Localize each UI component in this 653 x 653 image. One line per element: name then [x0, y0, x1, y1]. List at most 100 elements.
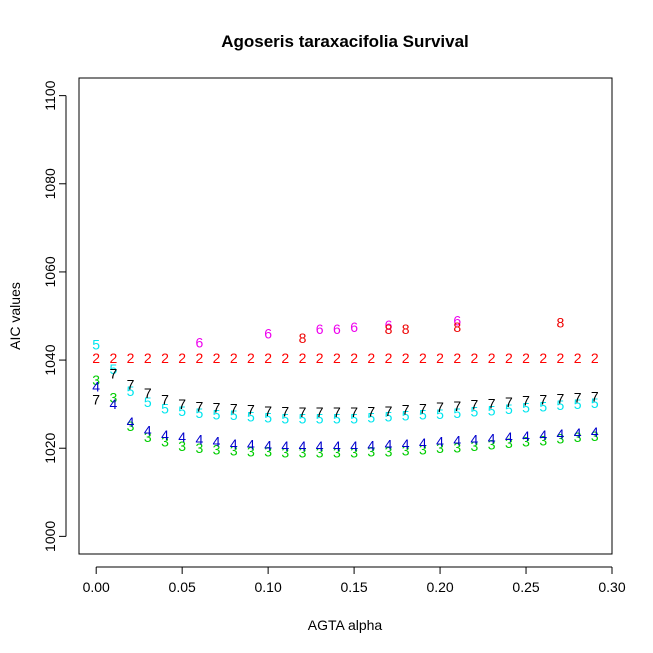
- data-point-4: 4: [350, 438, 358, 454]
- x-tick-label: 0.15: [340, 579, 367, 595]
- data-point-5: 5: [385, 408, 393, 424]
- data-point-2: 2: [350, 350, 358, 366]
- data-point-5: 5: [333, 410, 341, 426]
- data-point-8: 8: [557, 315, 565, 331]
- data-point-7: 7: [178, 396, 186, 412]
- data-point-7: 7: [333, 404, 341, 420]
- data-point-7: 7: [419, 401, 427, 417]
- y-tick-label: 1080: [42, 168, 58, 199]
- data-point-2: 2: [471, 350, 479, 366]
- data-point-5: 5: [109, 361, 117, 377]
- data-point-2: 2: [127, 350, 135, 366]
- data-point-2: 2: [453, 350, 461, 366]
- data-point-4: 4: [230, 436, 238, 452]
- x-tick-label: 0.10: [255, 579, 282, 595]
- data-point-2: 2: [144, 350, 152, 366]
- data-point-3: 3: [557, 431, 565, 447]
- data-point-2: 2: [419, 350, 427, 366]
- data-point-2: 2: [281, 350, 289, 366]
- data-point-3: 3: [92, 372, 100, 388]
- data-point-5: 5: [161, 401, 169, 417]
- data-point-3: 3: [385, 443, 393, 459]
- data-point-4: 4: [178, 429, 186, 445]
- data-point-7: 7: [471, 397, 479, 413]
- data-point-2: 2: [92, 350, 100, 366]
- data-point-3: 3: [161, 434, 169, 450]
- data-point-7: 7: [436, 399, 444, 415]
- data-point-2: 2: [230, 350, 238, 366]
- data-point-7: 7: [557, 390, 565, 406]
- data-point-3: 3: [471, 438, 479, 454]
- data-point-5: 5: [144, 394, 152, 410]
- data-point-7: 7: [299, 404, 307, 420]
- data-point-8: 8: [402, 321, 410, 337]
- data-point-2: 2: [195, 350, 203, 366]
- data-point-4: 4: [299, 438, 307, 454]
- data-point-4: 4: [144, 423, 152, 439]
- data-point-6: 6: [453, 312, 461, 328]
- data-point-3: 3: [574, 429, 582, 445]
- data-point-4: 4: [367, 438, 375, 454]
- data-point-7: 7: [367, 404, 375, 420]
- data-point-2: 2: [505, 350, 513, 366]
- data-point-7: 7: [385, 403, 393, 419]
- data-point-5: 5: [557, 397, 565, 413]
- data-point-2: 2: [213, 350, 221, 366]
- data-point-5: 5: [591, 395, 599, 411]
- data-point-2: 2: [247, 350, 255, 366]
- data-point-3: 3: [195, 440, 203, 456]
- y-tick-label: 1060: [42, 256, 58, 287]
- data-point-3: 3: [316, 445, 324, 461]
- data-point-5: 5: [127, 383, 135, 399]
- data-point-8: 8: [299, 330, 307, 346]
- data-point-3: 3: [247, 443, 255, 459]
- data-point-8: 8: [453, 319, 461, 335]
- x-tick-label: 0.00: [83, 579, 110, 595]
- data-point-2: 2: [367, 350, 375, 366]
- data-point-4: 4: [419, 435, 427, 451]
- data-point-2: 2: [402, 350, 410, 366]
- data-point-3: 3: [178, 438, 186, 454]
- data-point-3: 3: [127, 418, 135, 434]
- data-point-7: 7: [505, 394, 513, 410]
- data-point-7: 7: [195, 398, 203, 414]
- data-point-4: 4: [557, 426, 565, 442]
- data-point-3: 3: [488, 437, 496, 453]
- data-point-7: 7: [213, 400, 221, 416]
- data-point-3: 3: [213, 442, 221, 458]
- data-point-2: 2: [161, 350, 169, 366]
- data-point-3: 3: [539, 432, 547, 448]
- x-axis: 0.00 0.05 0.10 0.15 0.20 0.25 0.30: [83, 566, 626, 595]
- data-point-6: 6: [195, 334, 203, 350]
- data-point-7: 7: [539, 391, 547, 407]
- data-point-3: 3: [522, 434, 530, 450]
- data-point-5: 5: [281, 410, 289, 426]
- data-point-3: 3: [505, 435, 513, 451]
- data-point-5: 5: [299, 410, 307, 426]
- data-point-5: 5: [471, 404, 479, 420]
- data-point-2: 2: [178, 350, 186, 366]
- data-point-3: 3: [453, 439, 461, 455]
- data-point-4: 4: [539, 427, 547, 443]
- data-point-5: 5: [453, 405, 461, 421]
- data-point-5: 5: [402, 408, 410, 424]
- data-point-4: 4: [522, 428, 530, 444]
- data-point-2: 2: [522, 350, 530, 366]
- data-point-2: 2: [557, 350, 565, 366]
- data-point-4: 4: [92, 379, 100, 395]
- data-point-4: 4: [109, 396, 117, 412]
- data-point-5: 5: [316, 410, 324, 426]
- data-point-7: 7: [109, 365, 117, 381]
- data-point-6: 6: [350, 319, 358, 335]
- data-point-7: 7: [92, 392, 100, 408]
- data-point-2: 2: [264, 350, 272, 366]
- data-point-7: 7: [574, 390, 582, 406]
- data-point-2: 2: [488, 350, 496, 366]
- data-point-4: 4: [316, 438, 324, 454]
- data-point-2: 2: [385, 350, 393, 366]
- data-point-4: 4: [161, 427, 169, 443]
- data-point-7: 7: [316, 404, 324, 420]
- x-tick-label: 0.25: [512, 579, 539, 595]
- y-tick-label: 1020: [42, 432, 58, 463]
